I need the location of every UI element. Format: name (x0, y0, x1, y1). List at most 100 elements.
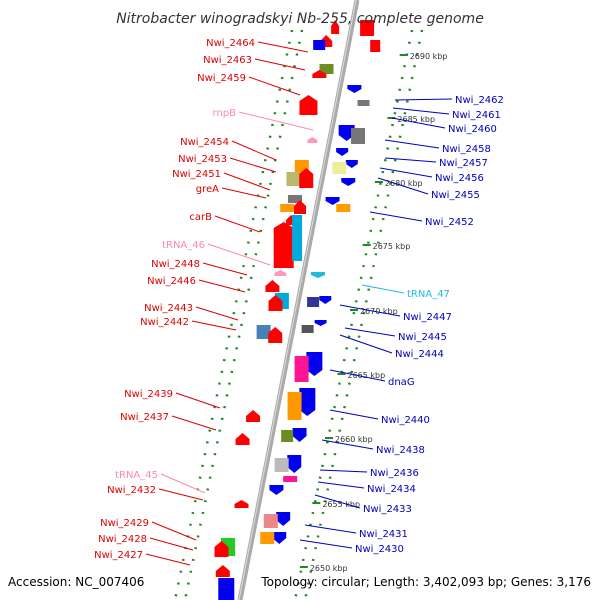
left-gene-label: Nwi_2459 (197, 73, 246, 84)
right-gene-label: Nwi_2460 (448, 124, 497, 135)
gene-arrow (265, 280, 280, 292)
gene-arrow (325, 197, 340, 205)
gene-features (214, 20, 381, 600)
right-gene-label: Nwi_2447 (403, 312, 452, 323)
right-gene-label: Nwi_2440 (381, 415, 430, 426)
tick-label: 2680 kbp (385, 179, 423, 188)
leader-line (377, 177, 429, 195)
leader-line (207, 243, 271, 266)
track-dots (173, 29, 294, 600)
gene-arrow (310, 272, 325, 278)
leader-line (214, 215, 261, 233)
left-gene-label: Nwi_2464 (206, 38, 255, 49)
map-title: Nitrobacter winogradskyi Nb-255, complet… (116, 11, 484, 27)
leader-line (392, 107, 450, 115)
gene-box (281, 430, 294, 442)
gene-box (280, 204, 295, 212)
left-gene-label: tRNA_46 (162, 240, 205, 251)
gene-arrow (307, 137, 318, 143)
gene-arrow (331, 20, 340, 34)
gene-box (263, 514, 278, 528)
leader-line (339, 304, 401, 317)
gene-arrow (338, 125, 355, 141)
tick-label: 2650 kbp (310, 564, 348, 573)
track-dots (293, 29, 414, 600)
gene-arrow (345, 160, 358, 168)
right-gene-label: Nwi_2462 (455, 95, 504, 106)
leader-line (171, 415, 217, 431)
label-leader-lines (145, 41, 453, 566)
tick-label: 2670 kbp (360, 307, 398, 316)
gene-arrow (306, 352, 323, 376)
left-gene-label: Nwi_2429 (100, 518, 149, 529)
gene-arrow (273, 222, 294, 268)
left-gene-label: Nwi_2451 (172, 169, 221, 180)
leader-line (319, 469, 368, 473)
tick-label: 2660 kbp (335, 435, 373, 444)
kbp-ticks: 2690 kbp 2685 kbp 2680 kbp 2675 kbp 2670 kbp… (299, 52, 448, 573)
dotted-track-lines (173, 29, 424, 600)
leader-line (339, 334, 393, 354)
right-gene-label: Nwi_2436 (370, 468, 419, 479)
gene-box (218, 578, 235, 600)
left-gene-label: Nwi_2454 (180, 137, 229, 148)
leader-line (229, 157, 277, 173)
track-dots (303, 29, 424, 600)
gene-box (287, 195, 302, 203)
gene-arrow (336, 148, 349, 156)
leader-line (391, 117, 446, 129)
leader-line (369, 211, 423, 222)
right-gene-label: Nwi_2438 (376, 445, 425, 456)
leader-line (384, 139, 440, 149)
gene-arrow (268, 295, 283, 311)
tick-label: 2675 kbp (373, 242, 411, 251)
gene-box (370, 40, 381, 52)
leader-line (149, 537, 194, 551)
gene-arrow (235, 433, 250, 445)
left-gene-label: Nwi_2453 (178, 154, 227, 165)
left-gene-label: Nwi_2448 (151, 259, 200, 270)
gene-arrow (246, 410, 261, 422)
leader-line (223, 172, 271, 191)
leader-line (394, 98, 453, 101)
tick-label: 2690 kbp (410, 52, 448, 61)
leader-line (191, 320, 237, 331)
leader-line (254, 58, 306, 71)
gene-box (292, 215, 303, 261)
gene-arrow (292, 428, 307, 442)
gene-arrow (269, 485, 284, 495)
right-gene-label: Nwi_2434 (367, 484, 416, 495)
left-gene-label: carB (189, 212, 212, 223)
gene-box (283, 476, 298, 482)
leader-line (195, 306, 239, 321)
leader-line (202, 262, 248, 276)
leader-line (379, 167, 433, 178)
gene-box (301, 325, 314, 333)
left-gene-label: Nwi_2446 (147, 276, 196, 287)
leader-line (221, 187, 267, 199)
leader-line (160, 473, 206, 494)
gene-box (287, 392, 302, 420)
tick-label: 2665 kbp (347, 371, 385, 380)
gene-arrow (319, 296, 332, 304)
leader-line (321, 439, 374, 450)
left-gene-label: Nwi_2439 (124, 389, 173, 400)
gene-arrow (341, 178, 356, 186)
left-gene-label: greA (196, 184, 219, 195)
gene-box (260, 532, 275, 544)
right-gene-label: dnaG (388, 377, 415, 388)
right-gene-label: Nwi_2452 (425, 217, 474, 228)
gene-arrow (287, 455, 302, 473)
leader-line (151, 521, 197, 541)
right-gene-label: tRNA_47 (407, 289, 450, 300)
leader-line (257, 41, 309, 53)
leader-line (344, 327, 396, 337)
leader-line (329, 369, 386, 382)
gene-box (319, 64, 334, 74)
gene-box (286, 172, 301, 186)
gene-arrow (274, 270, 287, 276)
gene-box (313, 40, 326, 50)
gene-arrow (272, 532, 287, 544)
left-gene-label: rnpB (213, 108, 237, 119)
